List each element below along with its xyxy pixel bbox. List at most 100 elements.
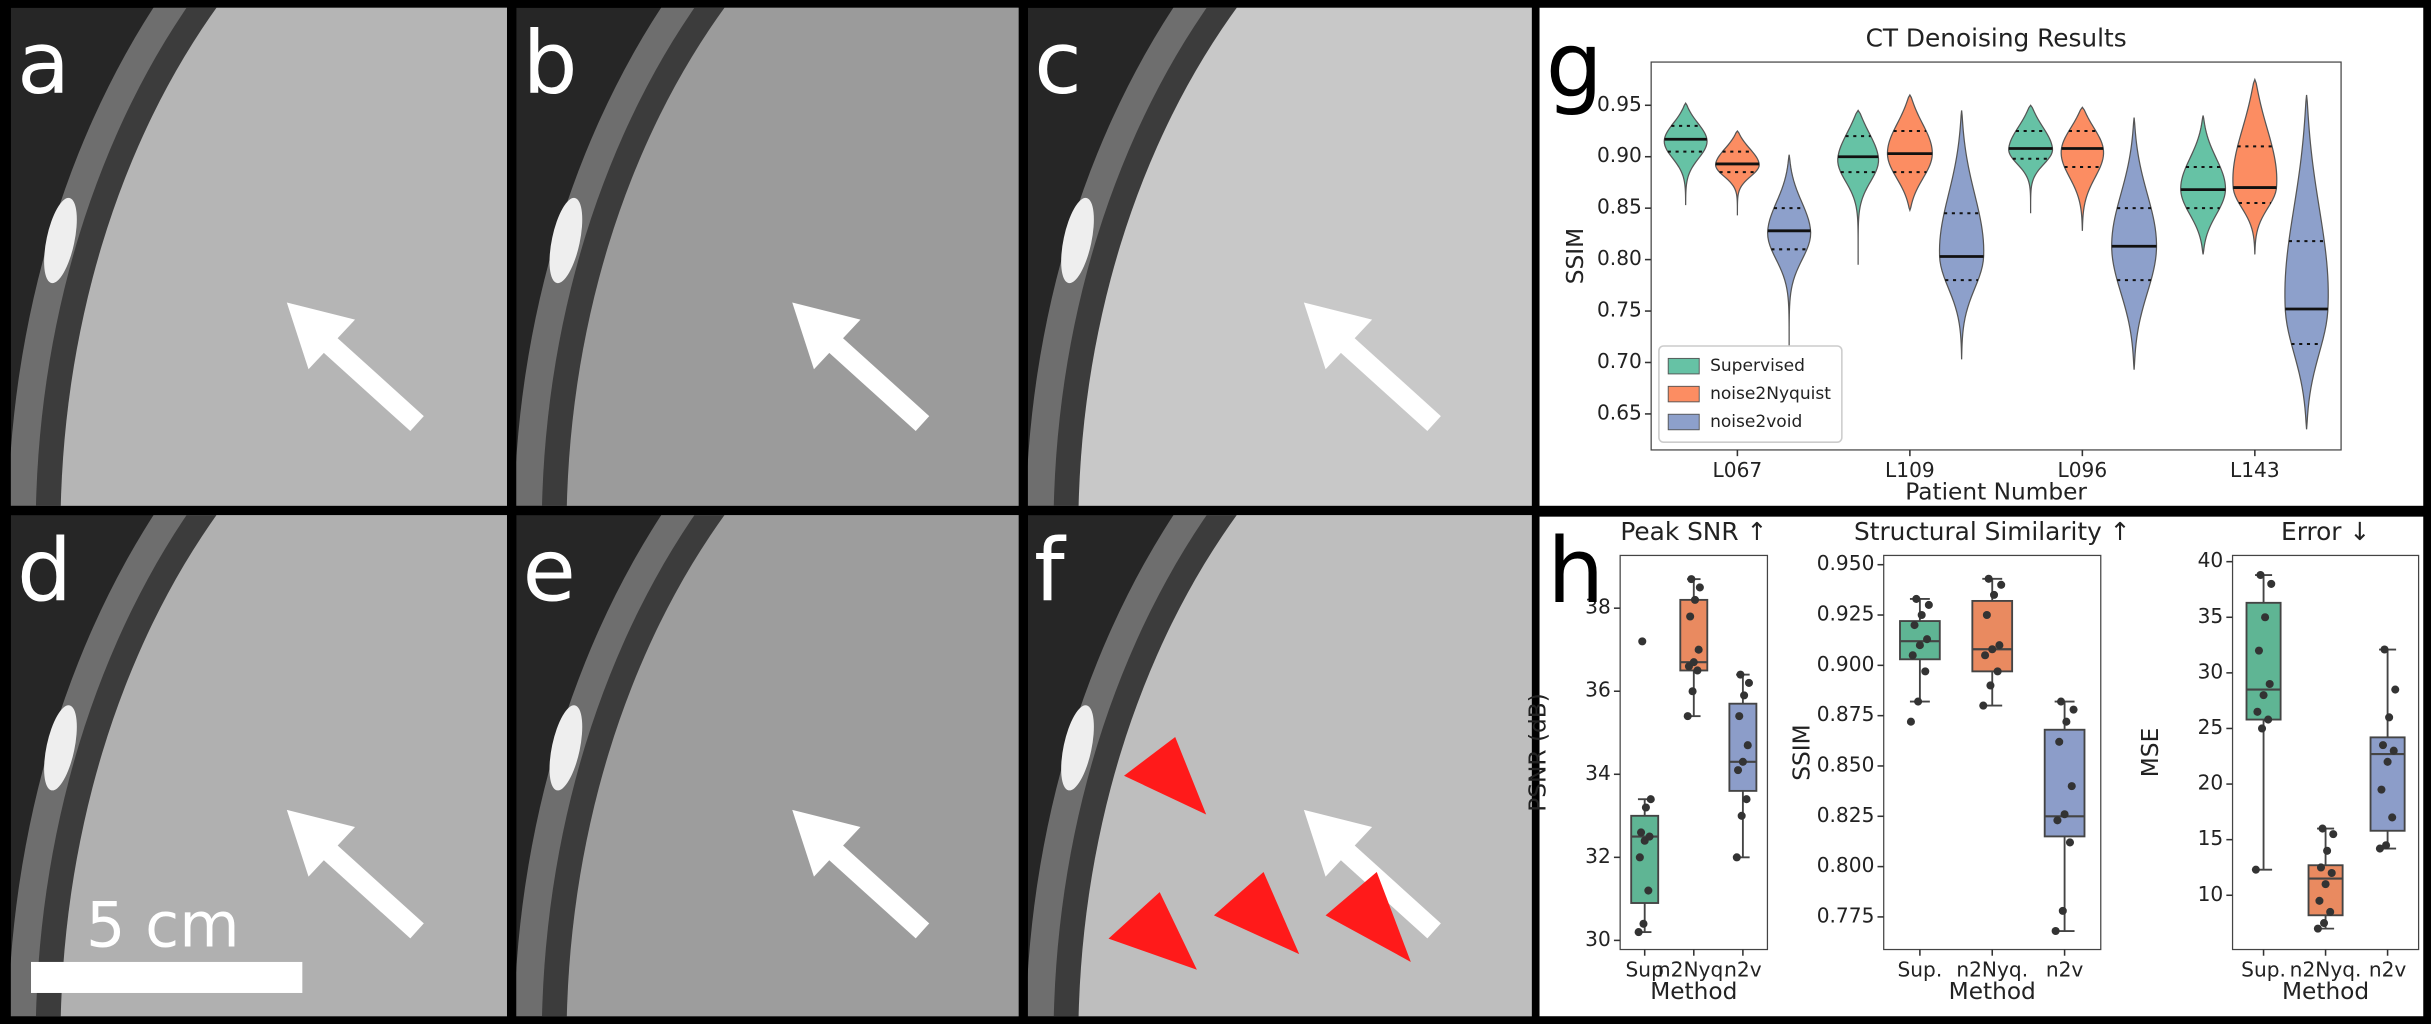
box [2369,736,2406,832]
data-point [1693,666,1702,675]
data-point [1984,574,1993,583]
data-point [2058,906,2067,915]
arrow-head [792,302,861,370]
panel-label: g [1546,14,1603,118]
data-point [1645,832,1654,841]
chart-title: Error ↓ [2281,517,2370,546]
y-tick-label: 0.925 [1817,602,1875,626]
arrow-head [1303,302,1373,370]
data-point [2318,824,2327,833]
x-tick-label: L143 [2230,458,2280,482]
ct-image [516,515,1019,1017]
ct-image [1027,515,1532,1017]
data-point [1638,637,1647,646]
data-point [2060,810,2069,819]
y-tick-label: 32 [1585,844,1611,868]
violin [2232,77,2278,255]
x-tick-label: L067 [1713,458,1763,482]
data-point [1742,795,1751,804]
data-point [2383,757,2392,766]
legend-label: Supervised [1710,356,1805,376]
data-point [2327,868,2336,878]
ct-bone [44,197,77,284]
panel-label: c [1034,13,1082,114]
ct-image [516,7,1019,506]
data-point [2062,717,2071,726]
data-point [2380,645,2389,654]
legend-swatch [1667,357,1700,375]
data-point [1986,681,1995,690]
box [1728,702,1758,792]
data-point [1733,766,1743,775]
x-tick-label: n2Nyq. [1956,958,2028,982]
data-point [2053,816,2062,825]
x-tick-label: n2v [2369,958,2407,982]
y-tick-label: 0.80 [1597,246,1642,270]
y-tick-label: 0.875 [1817,702,1875,726]
legend-label: noise2void [1710,412,1802,432]
arrow-shaft [1331,836,1441,939]
data-point [1743,741,1752,750]
data-point [2067,782,2076,791]
data-point [2323,846,2332,855]
legend-swatch [1667,385,1700,403]
panel-label: b [522,13,577,114]
data-point [1982,610,1991,620]
data-point [1736,670,1745,679]
chart-title: Peak SNR ↑ [1620,517,1767,546]
x-tick-label: n2v [1724,958,1762,982]
y-axis-label: MSE [2137,728,2164,778]
data-point [1635,853,1644,862]
y-tick-label: 0.65 [1597,400,1642,424]
y-tick-label: 0.70 [1597,349,1642,373]
panel-label: e [522,520,575,621]
data-point [1990,590,1999,599]
legend-swatch [1667,413,1700,431]
y-axis-label: PSNR (dB) [1525,693,1552,812]
data-point [1981,651,1990,660]
x-tick-label: n2Nyq. [2290,958,2362,982]
violin [1767,154,1812,363]
data-point [1735,712,1744,721]
data-point [2261,613,2270,622]
ct-liver [60,515,507,1017]
y-tick-label: 34 [1585,761,1611,785]
data-point [2326,907,2335,916]
data-point [1634,928,1643,937]
data-point [1924,600,1933,609]
data-point [1687,575,1696,584]
y-tick-label: 36 [1585,678,1611,702]
data-point [1689,658,1698,667]
panel-label: f [1034,520,1067,621]
data-point [2315,896,2324,905]
y-tick-label: 0.95 [1597,92,1642,116]
ct-bone [1061,197,1094,284]
y-tick-label: 0.75 [1597,298,1642,322]
x-axis-label: Patient Number [1905,479,2087,506]
data-point [1695,583,1704,592]
data-point [2391,685,2400,694]
arrow-head [286,302,356,370]
red-arrowhead [1213,871,1300,955]
ct-image [10,7,507,506]
data-point [1914,697,1923,706]
y-tick-label: 0.850 [1817,752,1875,776]
y-tick-label: 0.800 [1817,853,1875,877]
y-tick-label: 0.775 [1817,903,1875,927]
scale-bar-label: 5 cm [86,888,240,961]
data-point [2056,697,2066,706]
y-tick-label: 25 [2198,715,2224,739]
data-point [1738,757,1747,766]
box [1971,599,2014,673]
ct-liver [1078,515,1532,1017]
data-point [1637,828,1646,837]
data-point [2069,705,2078,714]
data-point [2256,570,2265,580]
data-point [2389,746,2398,755]
data-point [1686,612,1695,621]
ct-liver [566,515,1019,1017]
data-point [2259,691,2268,700]
ct-liver [1078,7,1532,506]
data-point [1908,651,1917,660]
data-point [1923,635,1932,644]
